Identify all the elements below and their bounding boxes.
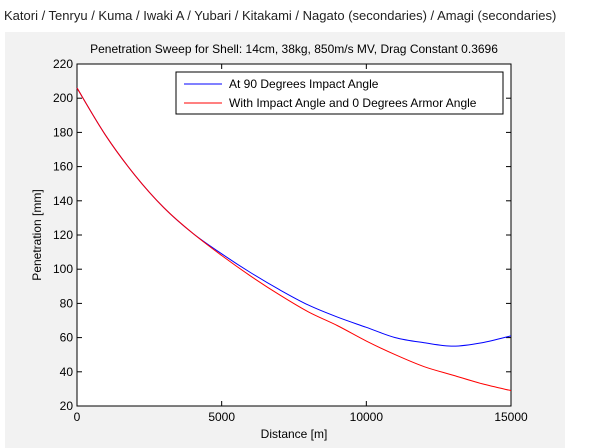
x-tick-label: 0 bbox=[74, 410, 81, 424]
page-caption: Katori / Tenryu / Kuma / Iwaki A / Yubar… bbox=[4, 8, 557, 23]
y-tick-label: 60 bbox=[60, 331, 74, 345]
y-tick-label: 100 bbox=[53, 262, 73, 276]
y-axis-label: Penetration [mm] bbox=[30, 189, 44, 280]
legend-label: With Impact Angle and 0 Degrees Armor An… bbox=[229, 96, 477, 110]
y-tick-label: 80 bbox=[60, 296, 74, 310]
y-tick-label: 40 bbox=[60, 365, 74, 379]
y-tick-label: 180 bbox=[53, 125, 73, 139]
series-lines bbox=[76, 87, 512, 392]
chart-title: Penetration Sweep for Shell: 14cm, 38kg,… bbox=[90, 42, 498, 56]
y-tick-label: 160 bbox=[53, 160, 73, 174]
y-tick-label: 20 bbox=[60, 399, 74, 413]
x-tick-label: 15000 bbox=[494, 410, 528, 424]
legend-label: At 90 Degrees Impact Angle bbox=[229, 77, 379, 91]
chart-figure: Penetration Sweep for Shell: 14cm, 38kg,… bbox=[5, 32, 565, 448]
x-tick-label: 5000 bbox=[208, 410, 235, 424]
legend-box bbox=[175, 71, 504, 115]
x-tick-label: 10000 bbox=[350, 410, 384, 424]
y-tick-label: 220 bbox=[53, 57, 73, 71]
plot-area bbox=[76, 63, 512, 407]
y-tick-label: 200 bbox=[53, 91, 73, 105]
axis-ticks: 0 5000 10000 15000 20 40 60 80 100 120 140 160 180 20… bbox=[53, 57, 528, 424]
penetration-chart: Penetration Sweep for Shell: 14cm, 38kg,… bbox=[30, 42, 528, 441]
x-axis-label: Distance [m] bbox=[261, 427, 328, 441]
y-tick-label: 120 bbox=[53, 228, 73, 242]
legend: At 90 Degrees Impact Angle With Impact An… bbox=[175, 71, 504, 115]
series-line-armor-angle bbox=[76, 87, 512, 392]
y-tick-label: 140 bbox=[53, 194, 73, 208]
